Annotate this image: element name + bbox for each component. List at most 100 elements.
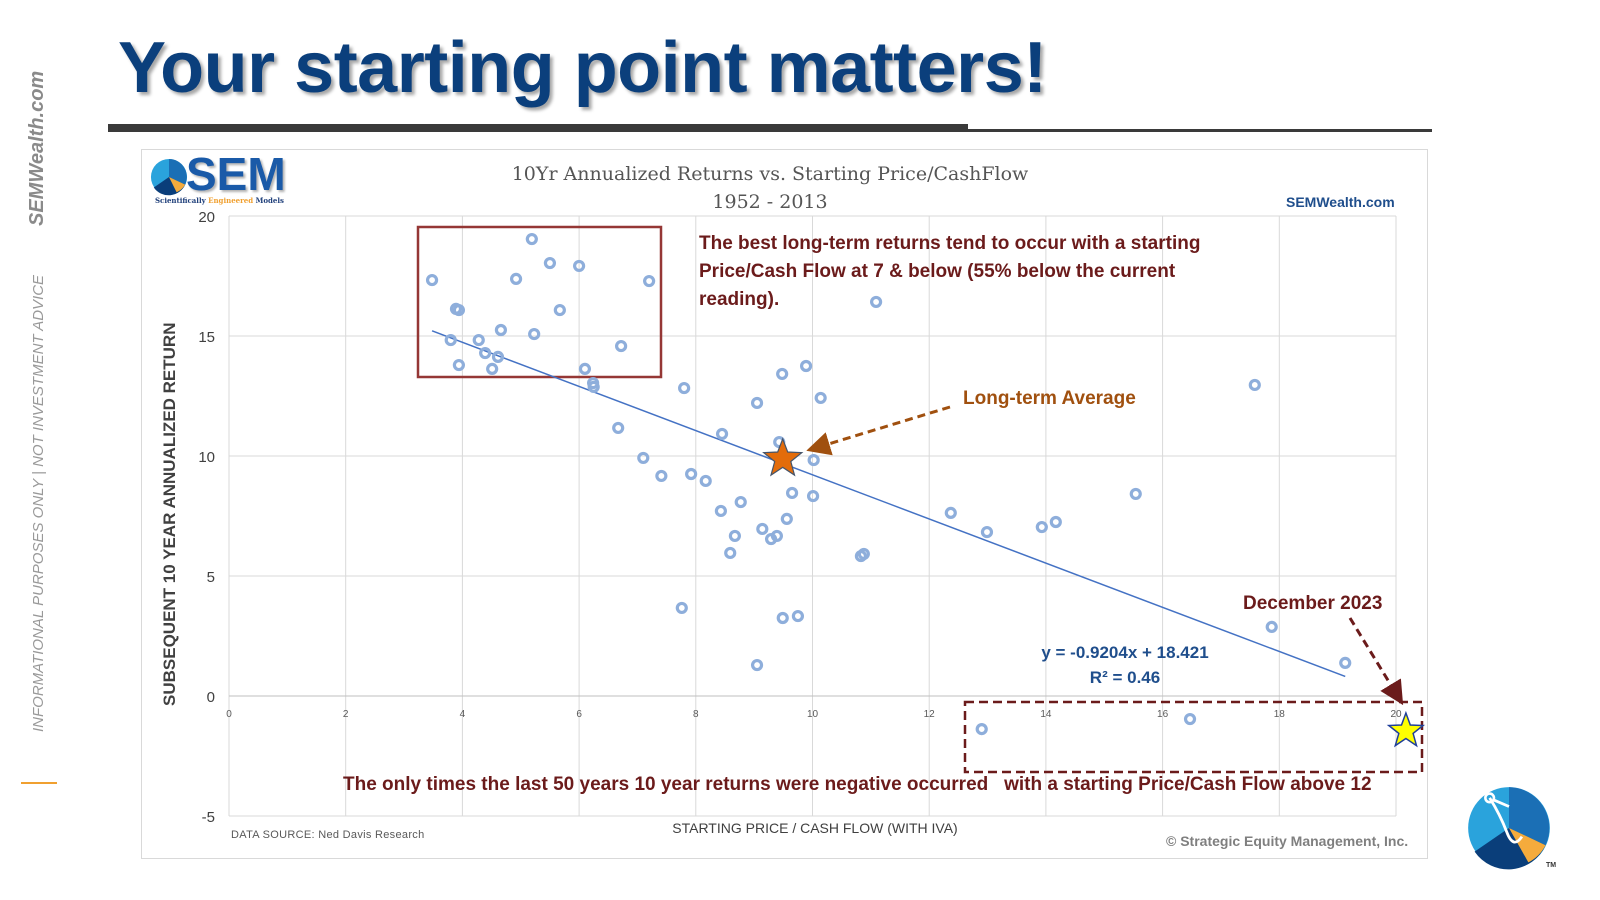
data-point	[494, 323, 508, 337]
data-points	[425, 232, 1352, 736]
data-point	[491, 350, 505, 363]
y-tick-label: -5	[202, 809, 215, 826]
brand-link[interactable]: SEMWealth.com	[1286, 194, 1395, 210]
sem-logo-icon	[150, 158, 188, 196]
data-point	[980, 525, 994, 539]
title-divider-thin	[960, 129, 1432, 132]
data-point	[509, 272, 523, 285]
long-term-average-label: Long-term Average	[963, 388, 1136, 409]
data-point	[525, 232, 538, 246]
data-point	[425, 273, 439, 287]
data-point	[612, 421, 625, 435]
data-point	[975, 723, 988, 736]
y-tick-label: 5	[207, 569, 215, 586]
data-point	[528, 327, 541, 341]
r-squared-text: R² = 0.46	[1089, 668, 1161, 687]
negative-returns-annotation: The only times the last 50 years 10 year…	[343, 774, 1372, 795]
chart-title-main: 10Yr Annualized Returns vs. Starting Pri…	[511, 163, 1029, 185]
x-tick-label: 12	[924, 709, 936, 720]
data-point	[1339, 656, 1352, 669]
chart-title: 10Yr Annualized Returns vs. Starting Pri…	[460, 160, 1080, 216]
december-arrow	[1348, 617, 1404, 706]
data-point	[776, 367, 789, 381]
negative-returns-box	[963, 700, 1424, 774]
data-point	[675, 601, 688, 615]
data-point	[814, 391, 827, 405]
y-tick-label: 15	[198, 329, 215, 346]
trademark: TM	[1546, 862, 1557, 869]
data-point	[799, 359, 813, 373]
data-point	[944, 506, 957, 519]
december-2023-label: December 2023	[1243, 593, 1383, 614]
x-axis-label: STARTING PRICE / CASH FLOW (WITH IVA)	[672, 820, 958, 836]
side-accent-line	[21, 782, 57, 784]
data-point	[785, 486, 799, 500]
data-point	[637, 451, 650, 465]
average-arrow	[806, 405, 951, 456]
data-point	[578, 362, 592, 375]
data-point	[750, 658, 764, 672]
equation-text: y = -0.9204x + 18.421	[1041, 643, 1209, 662]
data-point	[1265, 620, 1278, 633]
best-returns-annotation: The best long-term returns tend to occur…	[699, 233, 1201, 310]
x-tick-label: 4	[460, 709, 466, 720]
december-2023-star-icon	[1386, 710, 1426, 748]
data-point	[655, 469, 668, 483]
data-point	[472, 333, 485, 347]
data-point	[750, 396, 764, 410]
gridlines	[228, 215, 1397, 817]
data-point	[553, 303, 566, 317]
data-point	[857, 547, 870, 561]
data-point	[1248, 378, 1261, 392]
data-point	[714, 504, 727, 518]
x-tick-label: 16	[1157, 709, 1169, 720]
x-tick-label: 6	[576, 709, 582, 720]
data-point	[615, 339, 628, 353]
data-point	[444, 333, 457, 347]
chart-frame	[141, 149, 1428, 859]
x-tick-label: 10	[807, 709, 819, 720]
data-point	[807, 453, 820, 467]
best-returns-box	[416, 225, 663, 379]
copyright: © Strategic Equity Management, Inc.	[1166, 833, 1409, 849]
long-term-average-star-icon	[762, 437, 804, 477]
logo-tagline-a: Scientifically	[155, 196, 209, 205]
data-point	[770, 529, 784, 543]
title-divider	[108, 124, 968, 132]
data-point	[486, 362, 499, 375]
data-point	[1183, 712, 1197, 726]
trendline-equation: y = -0.9204x + 18.421 R² = 0.46	[1010, 640, 1240, 690]
data-point	[1129, 487, 1142, 501]
sem-emblem-icon	[1468, 787, 1550, 870]
x-tick-label: 20	[1390, 709, 1402, 720]
slide-title: Your starting point matters!	[118, 28, 1047, 108]
data-point	[724, 546, 737, 560]
logo-tagline: Scientifically Engineered Models	[155, 197, 284, 205]
chart-subtitle: 1952 - 2013	[712, 191, 828, 213]
y-tick-label: 0	[207, 689, 215, 706]
data-point	[715, 427, 729, 441]
tick-labels: 0 2 4 6 8 10 12 14 16 18 20 -5 0 5 10 15 20	[198, 209, 1402, 826]
data-point	[587, 380, 600, 393]
data-point	[452, 358, 465, 372]
data-point	[776, 611, 789, 625]
x-tick-label: 0	[226, 709, 232, 720]
logo-text: SEM	[186, 148, 286, 200]
data-point	[806, 489, 820, 503]
data-point	[572, 259, 586, 273]
data-point	[1049, 515, 1062, 529]
data-source: DATA SOURCE: Ned Davis Research	[231, 829, 425, 841]
x-tick-label: 14	[1040, 709, 1052, 720]
data-point	[643, 274, 656, 288]
logo-tagline-b: Engineered	[208, 196, 254, 205]
data-point	[780, 512, 793, 525]
data-point	[728, 529, 741, 543]
data-point	[870, 295, 883, 309]
data-point	[791, 609, 805, 623]
logo-tagline-c: Models	[253, 196, 284, 205]
data-point	[699, 474, 712, 488]
data-point	[685, 467, 698, 481]
data-point	[734, 495, 747, 509]
y-tick-label: 10	[198, 449, 215, 466]
x-tick-label: 8	[693, 709, 699, 720]
